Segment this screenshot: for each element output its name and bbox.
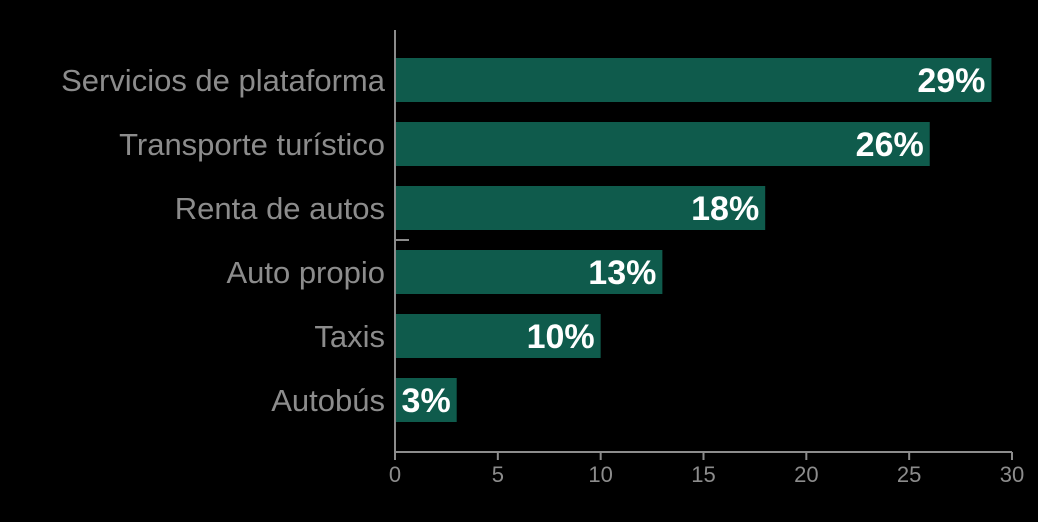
bar-1 <box>395 122 930 166</box>
x-tick-label: 5 <box>492 462 504 487</box>
value-label: 29% <box>917 62 985 100</box>
x-tick-label: 20 <box>794 462 818 487</box>
category-label: Renta de autos <box>175 191 385 226</box>
value-label: 26% <box>856 126 924 164</box>
bar-3 <box>395 250 663 294</box>
category-label: Auto propio <box>226 255 385 290</box>
bar-5 <box>395 378 457 422</box>
x-tick-label: 0 <box>389 462 401 487</box>
bar-4 <box>395 314 601 358</box>
value-label: 18% <box>691 190 759 228</box>
category-label: Autobús <box>271 383 385 418</box>
category-label: Taxis <box>314 319 385 354</box>
x-tick-label: 30 <box>1000 462 1024 487</box>
value-label: 3% <box>402 382 451 420</box>
x-tick-label: 10 <box>588 462 612 487</box>
bar-0 <box>395 58 992 102</box>
bar-2 <box>395 186 766 230</box>
x-tick-label: 25 <box>897 462 921 487</box>
category-label: Transporte turístico <box>119 127 385 162</box>
value-label: 10% <box>527 318 595 356</box>
value-label: 13% <box>588 254 656 292</box>
category-label: Servicios de plataforma <box>61 63 386 98</box>
x-tick-label: 15 <box>691 462 715 487</box>
